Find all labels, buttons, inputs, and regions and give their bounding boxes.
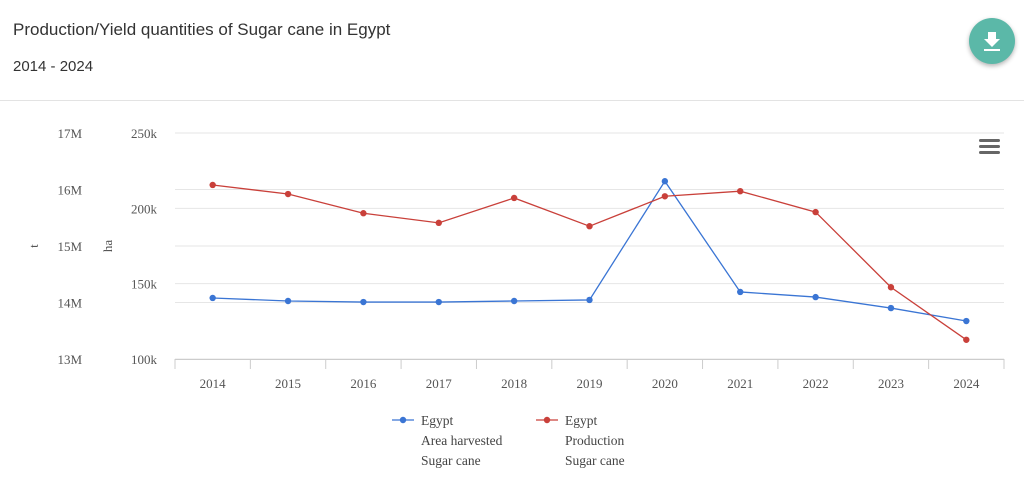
data-point <box>963 317 970 325</box>
data-point <box>209 181 216 189</box>
legend-label: Egypt <box>565 413 597 428</box>
y-axis-title-ha: ha <box>100 240 115 253</box>
data-point <box>435 219 442 227</box>
legend-marker <box>543 416 551 424</box>
header-divider <box>0 100 1024 101</box>
y-tick-label-t: 14M <box>57 296 82 311</box>
x-tick-label: 2020 <box>652 376 678 391</box>
x-tick-label: 2015 <box>275 376 301 391</box>
x-tick-label: 2018 <box>501 376 527 391</box>
download-icon <box>984 32 1000 51</box>
chart-menu-button[interactable] <box>979 139 1000 154</box>
x-tick-label: 2021 <box>727 376 753 391</box>
x-tick-label: 2019 <box>577 376 603 391</box>
legend-label: Production <box>565 433 624 448</box>
data-point <box>661 178 669 185</box>
legend-marker <box>399 416 407 424</box>
download-button[interactable] <box>969 18 1015 64</box>
legend-label: Sugar cane <box>565 453 625 468</box>
data-point <box>737 288 744 296</box>
x-tick-label: 2022 <box>803 376 829 391</box>
chart-title: Production/Yield quantities of Sugar can… <box>13 20 391 39</box>
y-tick-label-t: 15M <box>57 239 82 254</box>
data-point <box>284 190 292 198</box>
data-point <box>284 297 292 305</box>
data-point <box>360 210 367 217</box>
legend-item-0[interactable]: Egypt Area harvested Sugar cane <box>392 413 503 468</box>
data-point <box>887 284 895 291</box>
data-point <box>510 194 518 202</box>
data-point <box>963 336 970 343</box>
y-tick-label-ha: 250k <box>131 126 158 141</box>
data-point <box>209 294 216 302</box>
y-tick-label-t: 17M <box>57 126 82 141</box>
data-point <box>586 223 593 230</box>
data-point <box>887 304 895 312</box>
data-point <box>360 298 367 306</box>
data-point <box>812 293 819 301</box>
y-tick-label-ha: 100k <box>131 352 158 367</box>
x-tick-label: 2017 <box>426 376 453 391</box>
legend-label: Sugar cane <box>421 453 481 468</box>
data-point <box>435 298 442 306</box>
y-axis-title-t: t <box>26 244 41 248</box>
chart-subtitle: 2014 - 2024 <box>13 58 94 75</box>
data-point <box>737 187 744 195</box>
y-tick-label-ha: 150k <box>131 277 158 292</box>
x-tick-label: 2024 <box>953 376 980 391</box>
legend-label: Egypt <box>421 413 453 428</box>
x-tick-label: 2014 <box>200 376 227 391</box>
y-tick-label-ha: 200k <box>131 201 158 216</box>
legend-item-1[interactable]: Egypt Production Sugar cane <box>536 413 625 468</box>
y-tick-label-t: 13M <box>57 352 82 367</box>
data-point <box>586 296 593 304</box>
x-tick-label: 2016 <box>350 376 377 391</box>
x-tick-label: 2023 <box>878 376 904 391</box>
data-point <box>812 208 819 216</box>
data-point <box>510 297 518 305</box>
legend-label: Area harvested <box>421 433 503 448</box>
data-point <box>661 193 669 200</box>
y-tick-label-t: 16M <box>57 183 82 198</box>
